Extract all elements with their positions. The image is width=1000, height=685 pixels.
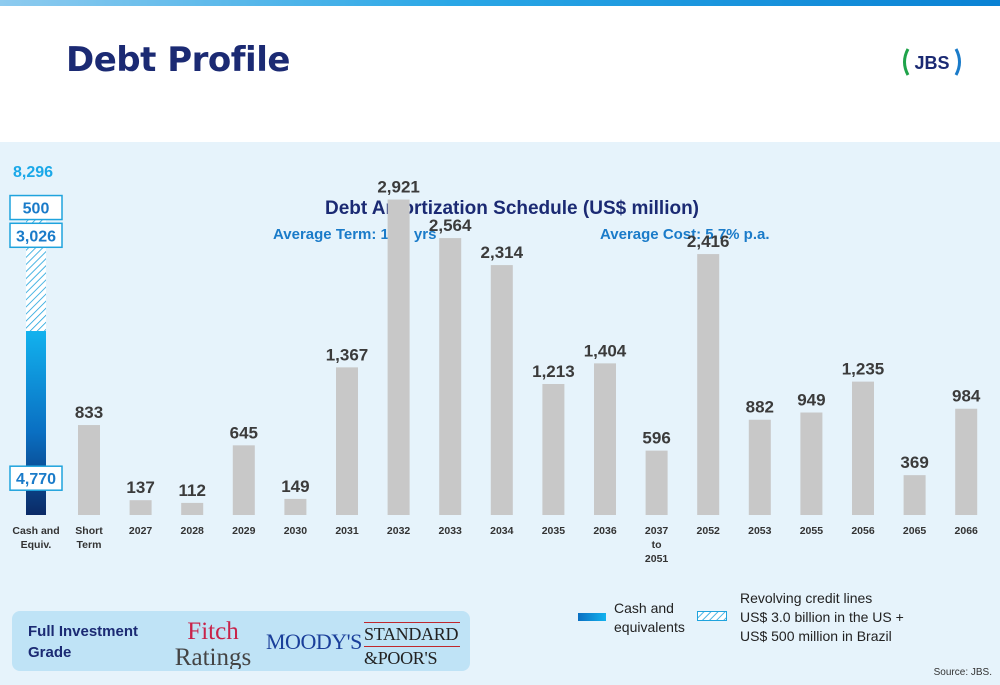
bar-value-label: 2,921 (377, 178, 420, 197)
bar (852, 381, 874, 515)
logo-text: JBS (914, 53, 949, 73)
category-label: 2036 (593, 525, 617, 537)
bar (129, 500, 152, 515)
category-label: 2052 (697, 525, 721, 537)
bar-value-label: 1,213 (532, 362, 575, 381)
bar (697, 254, 720, 515)
category-label: 2032 (387, 525, 411, 537)
legend-revolving-line: US$ 3.0 billion in the US + (740, 609, 904, 625)
bar (284, 498, 307, 515)
bar-value-label: 1,235 (842, 360, 885, 379)
category-label: 2051 (645, 553, 669, 565)
legend-revolving: Revolving credit lines US$ 3.0 billion i… (740, 589, 904, 646)
category-label: 2030 (284, 525, 308, 537)
bar-value-label: 833 (75, 403, 103, 422)
legend-cash-line: Cash and (614, 600, 674, 616)
bar-value-label: 2,314 (481, 243, 524, 262)
bar-value-label: 2,564 (429, 216, 472, 235)
category-label: Term (77, 539, 102, 551)
category-label: 2065 (903, 525, 927, 537)
average-cost: Average Cost: 5.7% p.a. (600, 226, 770, 243)
bar (78, 425, 100, 515)
ratings-logo-text: Ratings (175, 644, 251, 669)
bar (387, 199, 410, 516)
chart-title: Debt Amortization Schedule (US$ million) (324, 198, 700, 219)
source-note: Source: JBS. (933, 667, 992, 678)
jbs-logo: JBS (903, 48, 961, 76)
sp-logo: STANDARD &POOR'S (364, 621, 460, 668)
category-label: 2029 (232, 525, 256, 537)
bar-value-label: 645 (230, 423, 258, 442)
bar-value-label: 596 (642, 429, 670, 448)
bar (232, 445, 255, 515)
legend-revolving-line: US$ 500 million in Brazil (740, 628, 892, 644)
category-label: 2034 (490, 525, 514, 537)
segment-value-label: 3,026 (16, 228, 56, 245)
bar-value-label: 369 (900, 453, 928, 472)
bar-value-label: 2,416 (687, 232, 730, 251)
bar (542, 383, 565, 515)
segment-value-label: 500 (23, 201, 50, 218)
category-label: 2037 (645, 525, 669, 537)
segment-label-box (9, 465, 63, 491)
bar (748, 419, 771, 515)
category-label: Short (75, 525, 103, 537)
category-label: 2028 (181, 525, 205, 537)
category-label: 2055 (800, 525, 824, 537)
bar-value-label: 949 (797, 391, 825, 410)
bar-value-label: 1,404 (584, 341, 627, 360)
legend-revolving-line: Revolving credit lines (740, 590, 873, 606)
bar (490, 265, 513, 515)
bar-value-label: 984 (952, 387, 981, 406)
legend-cash-line: equivalents (614, 619, 685, 635)
legend-hatch-swatch (697, 611, 727, 621)
category-label: 2056 (851, 525, 875, 537)
investment-grade-box: Full Investment Grade Fitch Ratings MOOD… (12, 611, 470, 671)
sp-logo-line-1: STANDARD (364, 624, 459, 644)
category-label: to (652, 539, 662, 551)
amortization-chart: 833 Short Term 137 2027 112 2028 645 2029 149 2030… (9, 164, 981, 565)
bar (439, 238, 462, 515)
fitch-ratings-logo: Fitch Ratings (175, 618, 251, 669)
legend-cash-swatch (578, 613, 606, 621)
bar (594, 363, 616, 515)
segment-label-box (9, 194, 63, 221)
category-label: 2066 (955, 525, 979, 537)
bar (336, 367, 358, 515)
bar (955, 408, 978, 515)
category-label: Cash and (12, 525, 59, 537)
category-label: 2027 (129, 525, 153, 537)
bar-value-label: 149 (281, 477, 309, 496)
investment-grade-label: Full Investment Grade (28, 623, 139, 661)
segment-value-label: 4,770 (16, 471, 56, 488)
bar-value-label: 1,367 (326, 345, 369, 364)
top-accent-bar (0, 0, 1000, 6)
bar-value-label: 137 (126, 478, 154, 497)
page-title: Debt Profile (66, 40, 290, 80)
segment-label-box (9, 222, 63, 249)
legend-cash: Cash and equivalents (614, 599, 685, 637)
bar (181, 502, 204, 515)
bar (645, 450, 668, 515)
bar (800, 412, 823, 515)
category-label: Equiv. (21, 539, 52, 551)
cash-total-label: 8,296 (13, 164, 53, 181)
sp-logo-line-2: &POOR'S (364, 648, 438, 668)
category-label: 2033 (439, 525, 463, 537)
category-label: 2035 (542, 525, 566, 537)
fitch-logo-text: Fitch (187, 618, 239, 645)
bar-value-label: 882 (746, 398, 774, 417)
bar (903, 475, 926, 515)
moodys-logo: MOODY'S (266, 629, 362, 654)
bar-value-label: 112 (178, 481, 205, 500)
category-label: 2053 (748, 525, 772, 537)
category-label: 2031 (335, 525, 359, 537)
